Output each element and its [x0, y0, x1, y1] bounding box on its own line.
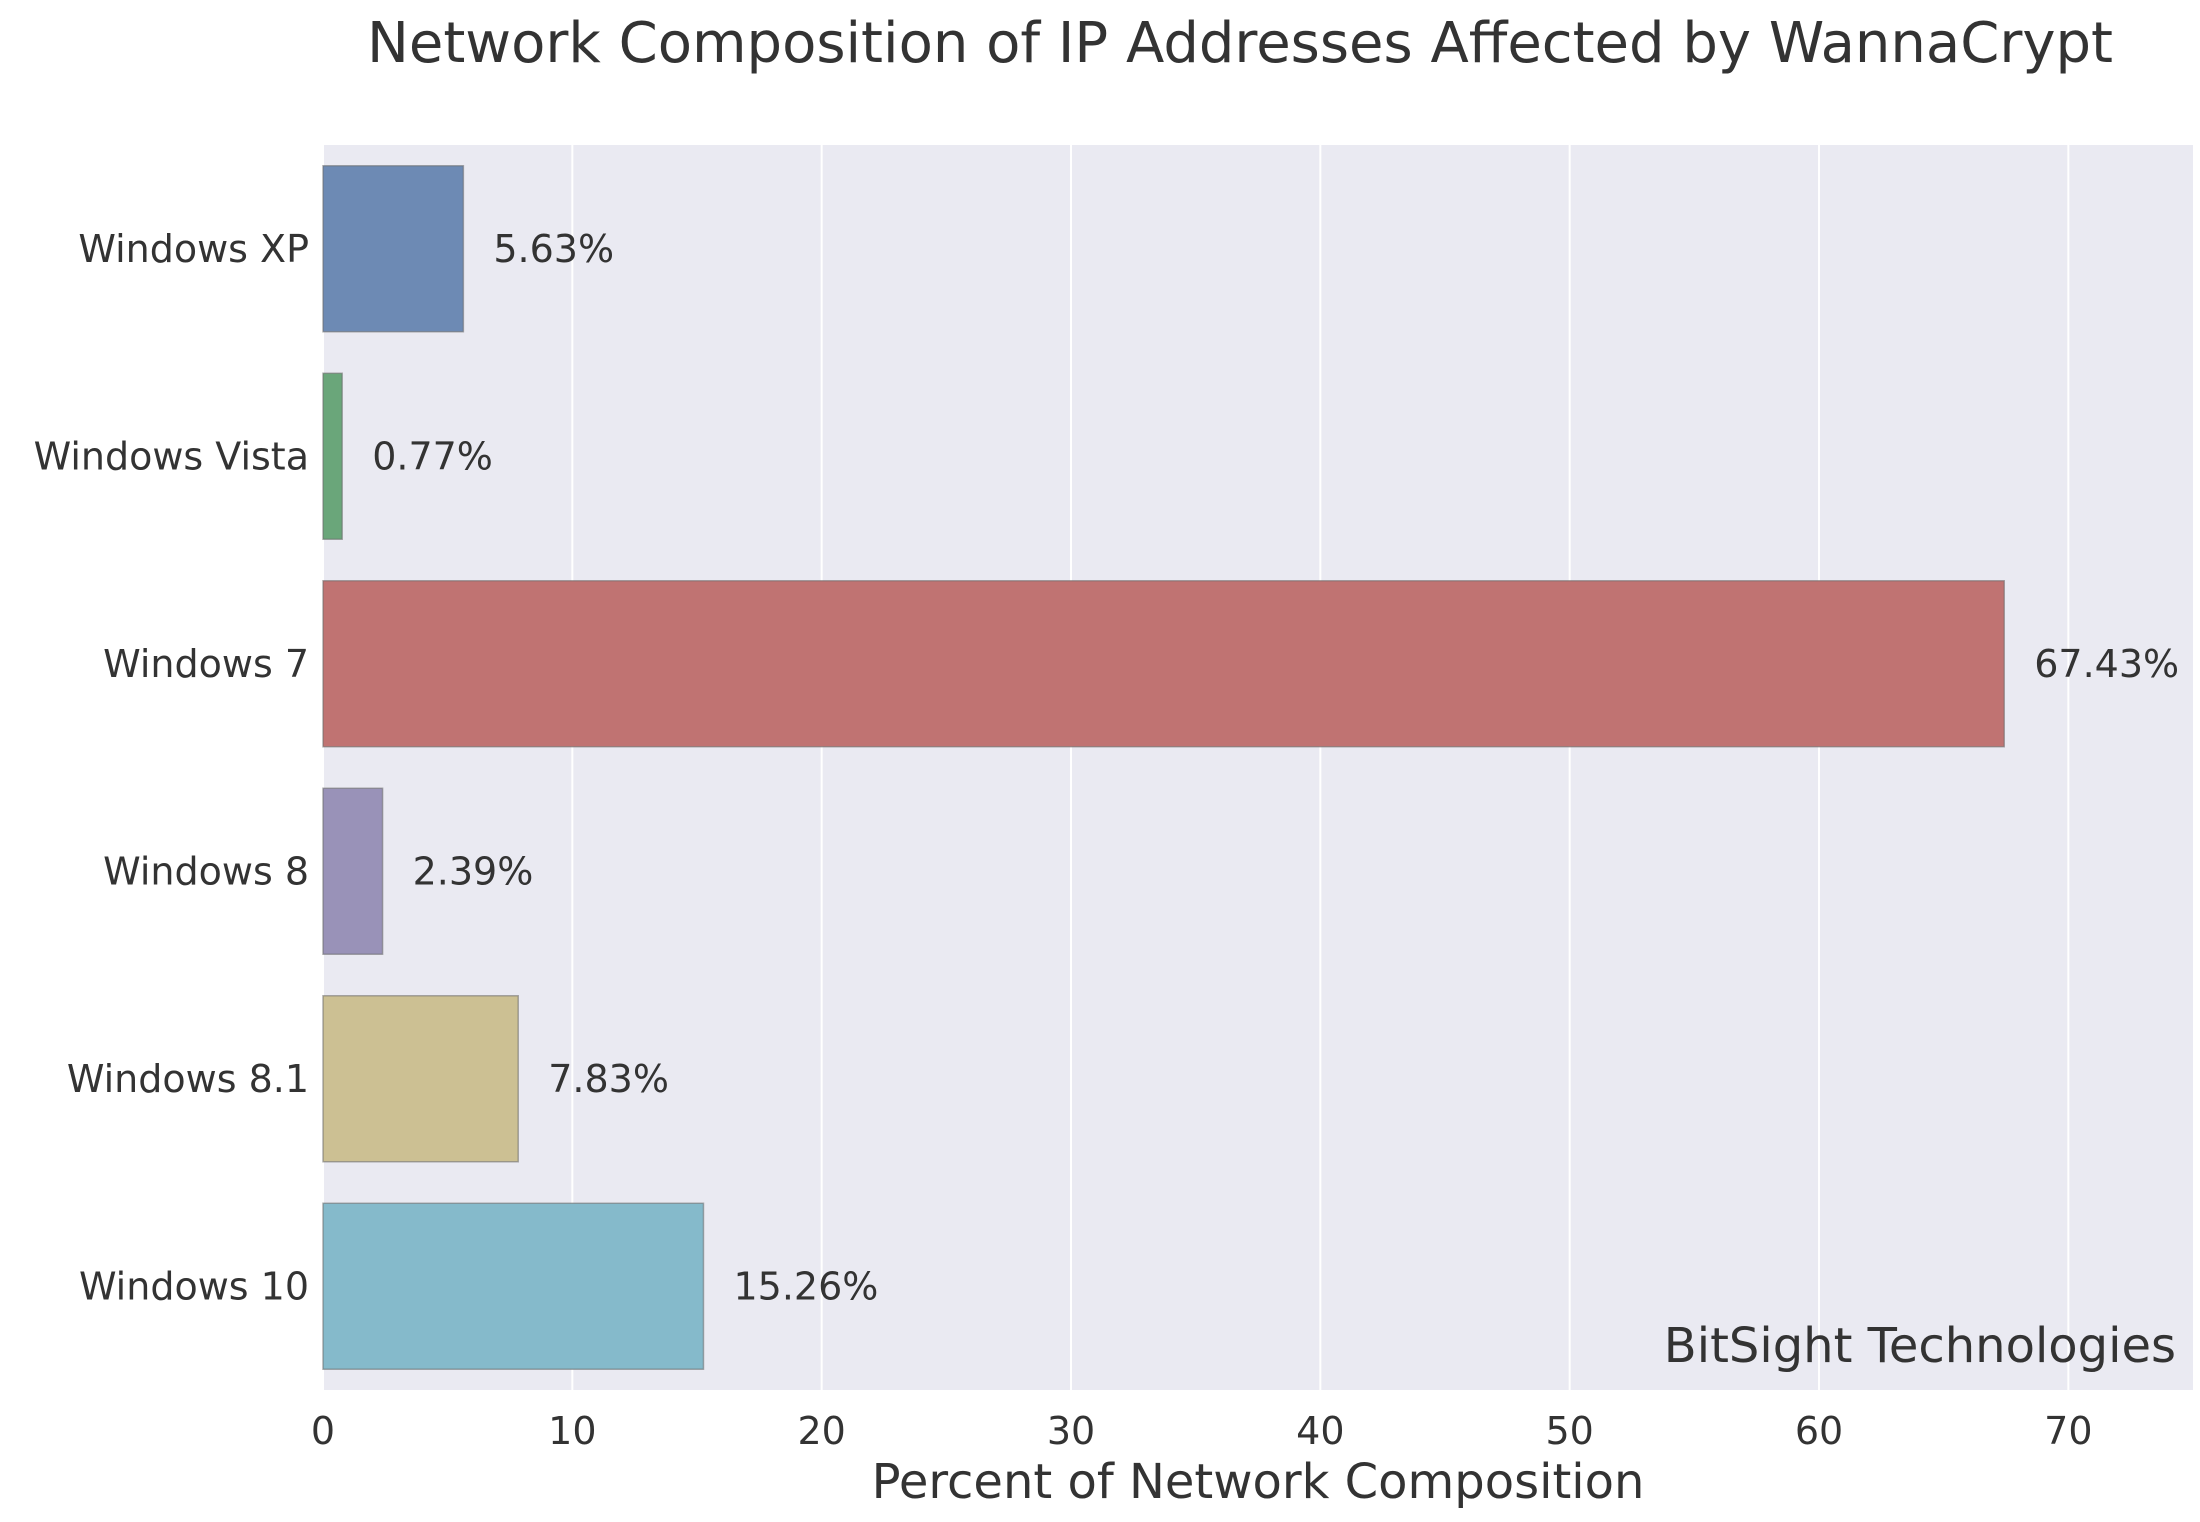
- data-labels: 5.63% 0.77% 67.43% 2.39% 7.83% 15.26%: [372, 227, 2179, 1309]
- category-label: Windows 7: [103, 642, 309, 686]
- x-tick-label: 30: [1047, 1409, 1095, 1453]
- x-tick-label: 10: [548, 1409, 596, 1453]
- x-tick-label: 0: [311, 1409, 335, 1453]
- watermark-annotation: BitSight Technologies: [1664, 1318, 2176, 1374]
- data-label: 67.43%: [2034, 642, 2179, 686]
- category-label: Windows 8.1: [67, 1057, 309, 1101]
- x-tick-label: 40: [1296, 1409, 1344, 1453]
- x-tick-label: 20: [797, 1409, 845, 1453]
- x-tick-label: 50: [1545, 1409, 1593, 1453]
- x-tick-label: 70: [2044, 1409, 2092, 1453]
- data-label: 7.83%: [548, 1057, 669, 1101]
- category-labels: Windows XP Windows Vista Windows 7 Windows …: [34, 227, 309, 1309]
- category-label: Windows 10: [79, 1264, 309, 1308]
- bar: [322, 580, 2006, 748]
- grid-lines: [322, 145, 2070, 1390]
- x-axis-ticks: 0 10 20 30 40 50 60 70: [311, 1409, 2093, 1453]
- category-label: Windows 8: [103, 849, 309, 893]
- data-label: 2.39%: [413, 849, 534, 893]
- data-label: 5.63%: [493, 227, 614, 271]
- x-tick-label: 60: [1795, 1409, 1843, 1453]
- category-label: Windows XP: [78, 227, 309, 271]
- data-label: 15.26%: [733, 1264, 878, 1308]
- plot-area: [323, 145, 2193, 1390]
- chart-title: Network Composition of IP Addresses Affe…: [367, 11, 2113, 76]
- bar: [322, 1202, 705, 1370]
- bar: [322, 372, 343, 540]
- category-label: Windows Vista: [34, 434, 309, 478]
- bar: [322, 165, 465, 333]
- bars: [322, 165, 2006, 1370]
- x-axis-label: Percent of Network Composition: [872, 1454, 1645, 1510]
- data-label: 0.77%: [372, 434, 493, 478]
- bar: [322, 787, 384, 955]
- bar: [322, 995, 519, 1163]
